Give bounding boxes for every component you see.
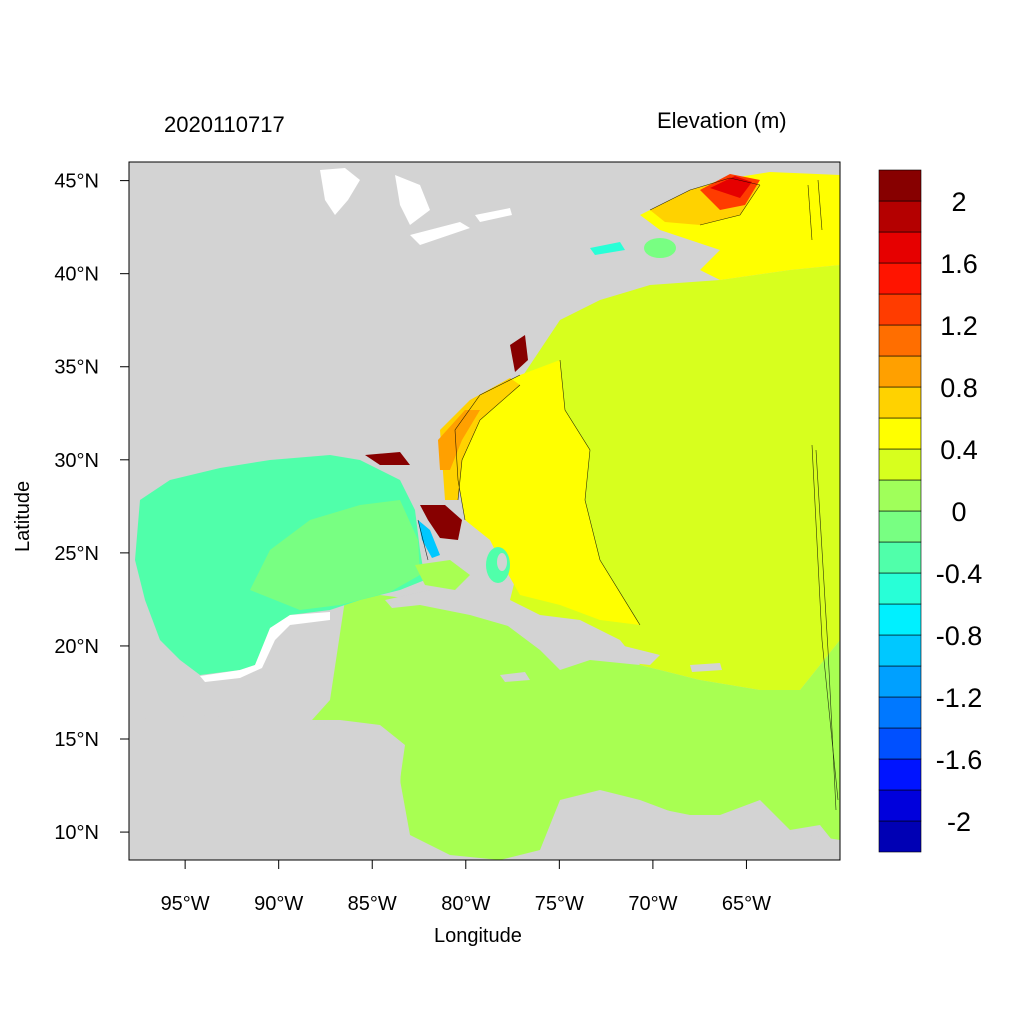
- se-coast-orange-band: [440, 378, 520, 500]
- colorbar-swatch: [878, 758, 922, 791]
- colorbar-swatch: [878, 293, 922, 326]
- nantucket-low-patch: [644, 238, 676, 258]
- colorbar-labels: 2 1.6 1.2 0.8 0.4 0 -0.4 -0.8 -1.2 -1.6 -2: [936, 187, 983, 837]
- gulf-of-maine-deep-red: [710, 176, 752, 198]
- hispaniola-island: [575, 645, 660, 665]
- plot-frame: [128, 161, 841, 861]
- y-tick-label: 40°N: [54, 264, 99, 286]
- colorbar-swatch: [878, 355, 922, 388]
- colorbar-swatch: [878, 789, 922, 822]
- colorbar-swatch: [878, 696, 922, 729]
- colorbar-label: -1.6: [936, 745, 983, 775]
- lake-superior: [320, 168, 360, 215]
- colorbar-swatch: [878, 200, 922, 233]
- colorbar-label: 1.6: [940, 249, 978, 279]
- colorbar-label: -0.4: [936, 559, 983, 589]
- colorbar-label: 0.8: [940, 373, 978, 403]
- contour-lines: [417, 177, 839, 811]
- y-tick-label: 45°N: [54, 171, 99, 193]
- florida-straits-field: [415, 560, 470, 590]
- colorbar-swatch: [878, 727, 922, 760]
- gulf-coast-flooding: [365, 452, 410, 465]
- lake-huron: [395, 175, 430, 225]
- long-island-sound-cyan: [590, 242, 625, 255]
- colorbar-swatch: [878, 448, 922, 481]
- y-tick-label: 35°N: [54, 357, 99, 379]
- carolina-coast-flooding: [510, 335, 528, 372]
- colorbar-label: 0: [951, 497, 966, 527]
- colorbar-swatch: [878, 634, 922, 667]
- south-america-land: [540, 795, 840, 860]
- colorbar-swatch: [878, 665, 922, 698]
- y-tick-label: 10°N: [54, 822, 99, 844]
- colorbar-swatch: [878, 541, 922, 574]
- central-america-land: [129, 715, 438, 860]
- time-stamp-title: 2020110717: [164, 112, 285, 137]
- lake-ontario: [475, 208, 512, 222]
- colorbar: [878, 169, 922, 853]
- west-florida-coast-low: [418, 520, 440, 558]
- x-tick-label: 90°W: [254, 893, 303, 915]
- colorbar-label: 0.4: [940, 435, 978, 465]
- colorbar-swatch: [878, 231, 922, 264]
- caribbean-sea-field: [312, 595, 840, 860]
- y-tick-label: 20°N: [54, 636, 99, 658]
- x-axis-label: Longitude: [434, 925, 522, 947]
- y-tick-label: 25°N: [54, 543, 99, 565]
- bahamas-island: [497, 553, 507, 571]
- lake-erie: [410, 222, 470, 245]
- colorbar-swatch: [878, 386, 922, 419]
- colorbar-swatch: [878, 324, 922, 357]
- colorbar-swatch: [878, 479, 922, 512]
- x-tick-label: 65°W: [722, 893, 771, 915]
- x-tick-label: 70°W: [628, 893, 677, 915]
- x-tick-label: 75°W: [535, 893, 584, 915]
- jamaica-island: [500, 672, 530, 682]
- x-tick-label: 95°W: [161, 893, 210, 915]
- gulf-central-green-patch: [250, 500, 420, 610]
- x-axis-ticks: 95°W 90°W 85°W 80°W 75°W 70°W 65°W: [161, 860, 771, 915]
- mexico-coast-white: [200, 612, 330, 682]
- se-coast-deep-orange-band: [438, 410, 480, 470]
- puerto-rico-island: [690, 663, 722, 672]
- y-axis-ticks: 45°N 40°N 35°N 30°N 25°N 20°N 15°N 10°N: [54, 171, 129, 844]
- colorbar-label: -2: [947, 807, 971, 837]
- colorbar-swatch: [878, 510, 922, 543]
- cuba-island: [385, 590, 560, 640]
- south-florida-flooding: [420, 505, 462, 540]
- map-area: [129, 162, 840, 860]
- colorbar-label: 2: [951, 187, 966, 217]
- x-tick-label: 85°W: [348, 893, 397, 915]
- y-tick-label: 15°N: [54, 729, 99, 751]
- colorbar-swatch: [878, 820, 922, 853]
- colorbar-swatch: [878, 417, 922, 450]
- x-tick-label: 80°W: [441, 893, 490, 915]
- colorbar-swatch: [878, 603, 922, 636]
- colorbar-swatch: [878, 262, 922, 295]
- colorbar-swatch: [878, 169, 922, 202]
- y-tick-label: 30°N: [54, 450, 99, 472]
- variable-title: Elevation (m): [657, 108, 787, 133]
- colorbar-label: 1.2: [940, 311, 978, 341]
- colorbar-label: -0.8: [936, 621, 983, 651]
- colorbar-label: -1.2: [936, 683, 983, 713]
- colorbar-swatch: [878, 572, 922, 605]
